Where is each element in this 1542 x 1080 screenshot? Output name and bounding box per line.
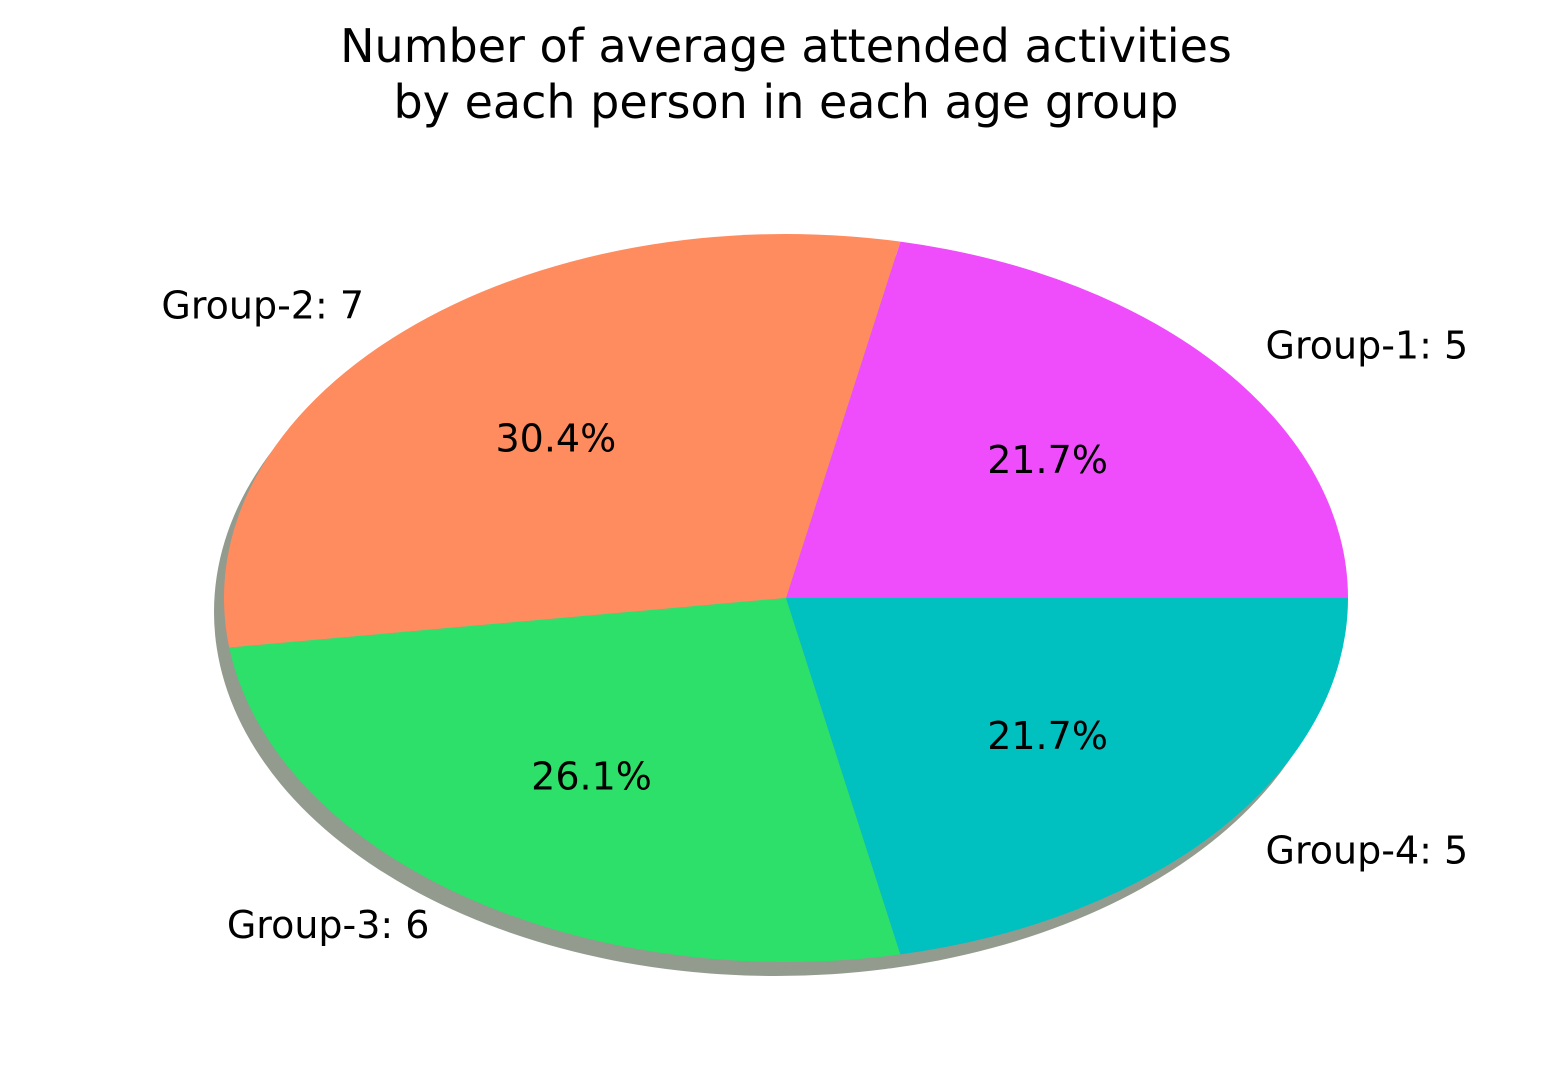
slice-label-group-1: Group-1: 5 (1266, 323, 1469, 367)
pie-slices (224, 234, 1348, 962)
slice-percent-group-3: 26.1% (531, 754, 652, 798)
slice-label-group-4: Group-4: 5 (1266, 829, 1469, 873)
pie-labels: Group-1: 5 21.7% Group-2: 7 30.4% Group-3: 6… (161, 283, 1468, 947)
slice-percent-group-2: 30.4% (495, 416, 616, 460)
chart-title-line-2: by each person in each age group (394, 75, 1179, 129)
slice-label-group-3: Group-3: 6 (227, 903, 430, 947)
pie-slice-group-2 (224, 234, 901, 648)
slice-percent-group-1: 21.7% (987, 438, 1108, 482)
pie-slice-group-4 (786, 598, 1348, 955)
pie-slice-group-1 (786, 241, 1348, 598)
chart-title-line-1: Number of average attended activities (340, 19, 1232, 73)
slice-percent-group-4: 21.7% (987, 714, 1108, 758)
pie-slice-group-3 (229, 598, 901, 962)
slice-label-group-2: Group-2: 7 (161, 283, 364, 327)
